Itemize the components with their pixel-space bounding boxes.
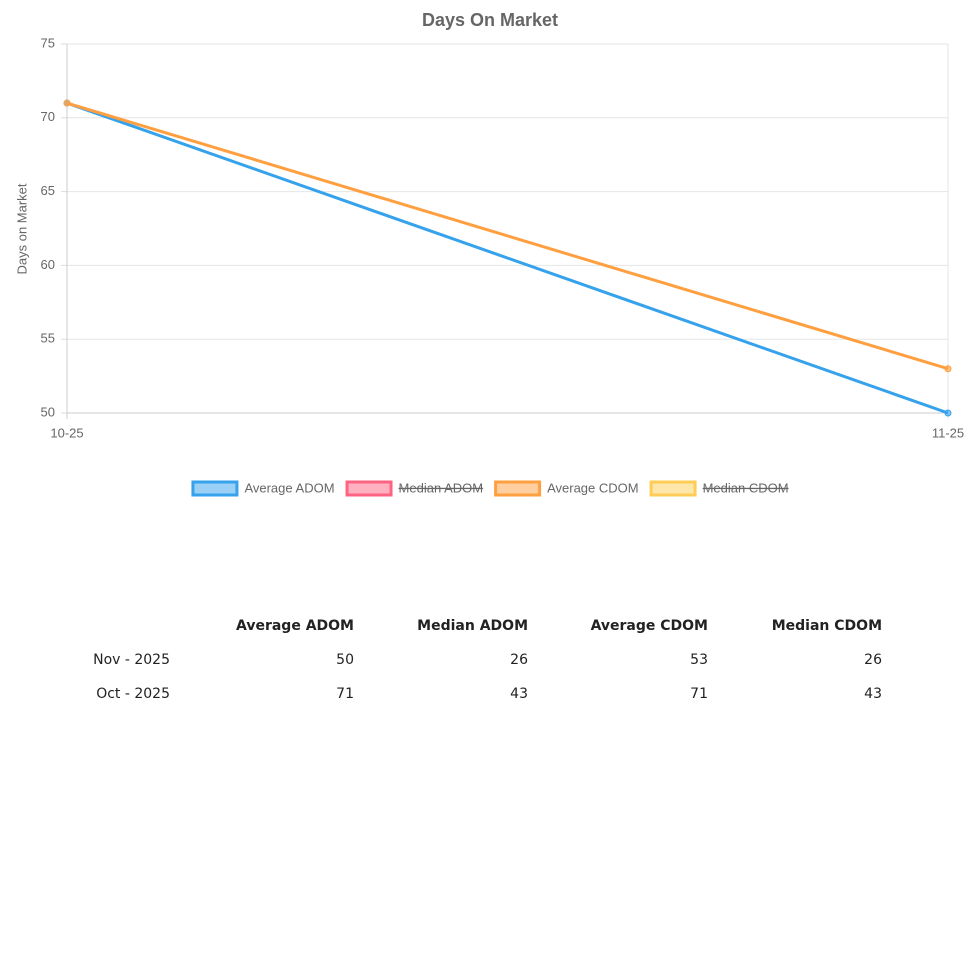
legend-swatch <box>494 480 542 497</box>
legend-label: Average ADOM <box>244 480 334 495</box>
column-header: Median ADOM <box>417 618 528 634</box>
data-point <box>944 409 952 417</box>
column-header: Average ADOM <box>236 618 354 634</box>
legend-item: Median ADOM <box>345 480 484 497</box>
data-point <box>63 99 71 107</box>
column-header: Median CDOM <box>771 618 882 634</box>
chart-title: Days On Market <box>422 10 558 30</box>
legend-label: Median ADOM <box>399 480 484 495</box>
legend: Average ADOM Median ADOM Average CDOM Media… <box>191 480 789 497</box>
series-line <box>66 101 949 371</box>
data-point <box>944 365 952 373</box>
x-tick-label: 11-25 <box>932 425 964 440</box>
y-tick-label: 65 <box>41 183 55 198</box>
chart: Days On Market Days on Market 50 55 60 65 70… <box>14 10 964 497</box>
table-cell: 26 <box>864 652 882 668</box>
x-tick-label: 10-25 <box>50 425 83 440</box>
y-tick-label: 75 <box>41 35 55 50</box>
y-tick-label: 70 <box>41 109 55 124</box>
y-tick-label: 60 <box>41 257 55 272</box>
table-cell: 26 <box>510 652 528 668</box>
table-cell: 71 <box>336 686 354 702</box>
table-cell: 50 <box>336 652 354 668</box>
legend-swatch <box>191 480 239 497</box>
series-line <box>66 101 949 415</box>
table-cell: 43 <box>510 686 528 702</box>
legend-swatch <box>345 480 393 497</box>
y-axis-label: Days on Market <box>14 183 29 274</box>
y-tick-label: 55 <box>41 331 55 346</box>
column-header: Average CDOM <box>590 618 708 634</box>
legend-swatch <box>649 480 697 497</box>
legend-label: Median CDOM <box>703 480 789 495</box>
table-cell: 43 <box>864 686 882 702</box>
legend-item: Average ADOM <box>191 480 335 497</box>
table-cell: 53 <box>690 652 708 668</box>
legend-item: Median CDOM <box>649 480 789 497</box>
legend-item: Average CDOM <box>494 480 639 497</box>
table-cell: Oct - 2025 <box>96 686 170 702</box>
table-cell: Nov - 2025 <box>93 652 170 668</box>
table-cell: 71 <box>690 686 708 702</box>
y-tick-label: 50 <box>41 404 55 419</box>
legend-label: Average CDOM <box>547 480 639 495</box>
